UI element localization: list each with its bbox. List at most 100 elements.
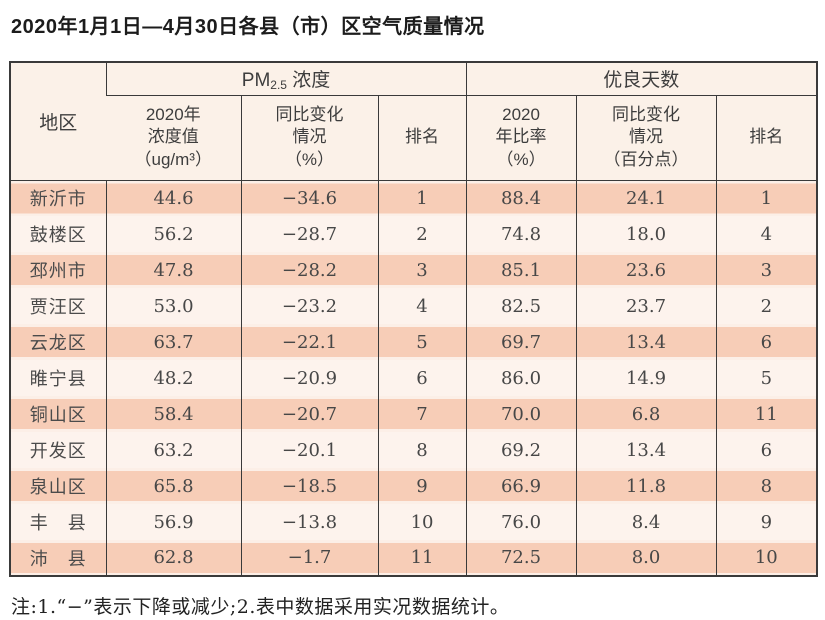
table-row: 丰 县 56.9 −13.8 10 76.0 8.4 9: [10, 504, 818, 540]
region-cell: 丰 县: [10, 504, 106, 540]
value-cell: −23.2: [240, 288, 378, 324]
region-cell: 睢宁县: [10, 360, 106, 396]
value-cell: 85.1: [465, 252, 577, 288]
value-cell: 3: [377, 252, 467, 288]
value-cell: 24.1: [575, 180, 717, 216]
col-header-pm-change: 同比变化 情况 （%）: [240, 95, 378, 181]
value-cell: 6.8: [575, 396, 717, 432]
page-title: 2020年1月1日—4月30日各县（市）区空气质量情况: [11, 16, 485, 38]
pm25-label-suffix: 浓度: [286, 70, 331, 92]
value-cell: 86.0: [465, 360, 577, 396]
value-cell: 6: [715, 324, 818, 360]
col-header-ratio-change: 同比变化 情况 （百分点）: [575, 95, 717, 181]
col-header-ratio-rank: 排名: [715, 95, 818, 181]
value-cell: −28.7: [240, 216, 378, 252]
table-body: 新沂市 44.6 −34.6 1 88.4 24.1 1 鼓楼区 56.2 −28.7 2 74.8 1…: [10, 180, 818, 576]
table-row: 贾汪区 53.0 −23.2 4 82.5 23.7 2: [10, 288, 818, 324]
value-cell: 6: [377, 360, 467, 396]
value-cell: −34.6: [240, 180, 378, 216]
value-cell: 82.5: [465, 288, 577, 324]
air-quality-table: 地区 PM2.5 浓度 优良天数 2020年 浓度值 （ug/m³） 同比变化 …: [9, 61, 819, 577]
region-cell: 贾汪区: [10, 288, 106, 324]
value-cell: 65.8: [105, 468, 241, 504]
value-cell: 8.4: [575, 504, 717, 540]
value-cell: 14.9: [575, 360, 717, 396]
header-sub-row: 2020年 浓度值 （ug/m³） 同比变化 情况 （%） 排名 2020 年比…: [10, 95, 818, 181]
col-header-region: 地区: [10, 62, 106, 181]
region-cell: 邳州市: [10, 252, 106, 288]
region-cell: 沛 县: [10, 540, 106, 576]
value-cell: 9: [715, 504, 818, 540]
pm25-label-prefix: PM: [241, 70, 271, 92]
table-row: 邳州市 47.8 −28.2 3 85.1 23.6 3: [10, 252, 818, 288]
header-group-row: 地区 PM2.5 浓度 优良天数: [10, 62, 818, 181]
value-cell: 23.6: [575, 252, 717, 288]
value-cell: 44.6: [105, 180, 241, 216]
value-cell: 69.2: [465, 432, 577, 468]
table-header: 地区 PM2.5 浓度 优良天数 2020年 浓度值 （ug/m³） 同比变化 …: [10, 62, 818, 181]
value-cell: 8.0: [575, 540, 717, 576]
region-cell: 鼓楼区: [10, 216, 106, 252]
value-cell: 6: [715, 432, 818, 468]
value-cell: 74.8: [465, 216, 577, 252]
col-group-pm25: PM2.5 浓度: [105, 62, 467, 96]
value-cell: 63.2: [105, 432, 241, 468]
value-cell: 13.4: [575, 324, 717, 360]
table-row: 云龙区 63.7 −22.1 5 69.7 13.4 6: [10, 324, 818, 360]
value-cell: 10: [715, 540, 818, 576]
value-cell: 8: [715, 468, 818, 504]
value-cell: 4: [715, 216, 818, 252]
value-cell: 66.9: [465, 468, 577, 504]
value-cell: 48.2: [105, 360, 241, 396]
table-row: 铜山区 58.4 −20.7 7 70.0 6.8 11: [10, 396, 818, 432]
table-row: 睢宁县 48.2 −20.9 6 86.0 14.9 5: [10, 360, 818, 396]
value-cell: 62.8: [105, 540, 241, 576]
value-cell: 3: [715, 252, 818, 288]
value-cell: 2: [715, 288, 818, 324]
value-cell: 63.7: [105, 324, 241, 360]
value-cell: −18.5: [240, 468, 378, 504]
table-row: 新沂市 44.6 −34.6 1 88.4 24.1 1: [10, 180, 818, 216]
col-header-ratio: 2020 年比率 （%）: [465, 95, 577, 181]
value-cell: 8: [377, 432, 467, 468]
value-cell: 4: [377, 288, 467, 324]
value-cell: 47.8: [105, 252, 241, 288]
value-cell: 23.7: [575, 288, 717, 324]
value-cell: 18.0: [575, 216, 717, 252]
value-cell: 76.0: [465, 504, 577, 540]
value-cell: 10: [377, 504, 467, 540]
value-cell: 1: [715, 180, 818, 216]
value-cell: 53.0: [105, 288, 241, 324]
value-cell: 11: [715, 396, 818, 432]
value-cell: −20.9: [240, 360, 378, 396]
value-cell: 88.4: [465, 180, 577, 216]
value-cell: 5: [377, 324, 467, 360]
value-cell: 9: [377, 468, 467, 504]
table-row: 泉山区 65.8 −18.5 9 66.9 11.8 8: [10, 468, 818, 504]
value-cell: −28.2: [240, 252, 378, 288]
region-cell: 开发区: [10, 432, 106, 468]
region-cell: 铜山区: [10, 396, 106, 432]
col-header-pm-value: 2020年 浓度值 （ug/m³）: [106, 95, 241, 181]
value-cell: −1.7: [240, 540, 378, 576]
value-cell: −20.7: [240, 396, 378, 432]
value-cell: 56.2: [105, 216, 241, 252]
value-cell: 1: [377, 180, 467, 216]
table-row: 沛 县 62.8 −1.7 11 72.5 8.0 10: [10, 540, 818, 576]
col-header-pm-rank: 排名: [377, 95, 467, 181]
region-cell: 云龙区: [10, 324, 106, 360]
value-cell: 11.8: [575, 468, 717, 504]
region-cell: 新沂市: [10, 180, 106, 216]
value-cell: 13.4: [575, 432, 717, 468]
region-cell: 泉山区: [10, 468, 106, 504]
pm25-subscript: 2.5: [270, 78, 287, 93]
value-cell: 5: [715, 360, 818, 396]
footnote: 注:1.“−”表示下降或减少;2.表中数据采用实况数据统计。: [11, 596, 510, 618]
value-cell: 2: [377, 216, 467, 252]
value-cell: 70.0: [465, 396, 577, 432]
value-cell: −22.1: [240, 324, 378, 360]
value-cell: 7: [377, 396, 467, 432]
value-cell: 58.4: [105, 396, 241, 432]
value-cell: 56.9: [105, 504, 241, 540]
